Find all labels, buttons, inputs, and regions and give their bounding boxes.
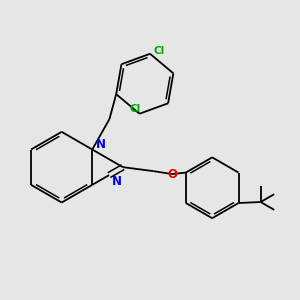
Text: Cl: Cl — [153, 46, 164, 56]
Text: Cl: Cl — [130, 104, 141, 114]
Text: N: N — [112, 176, 122, 188]
Text: N: N — [96, 138, 106, 151]
Text: O: O — [167, 167, 177, 181]
